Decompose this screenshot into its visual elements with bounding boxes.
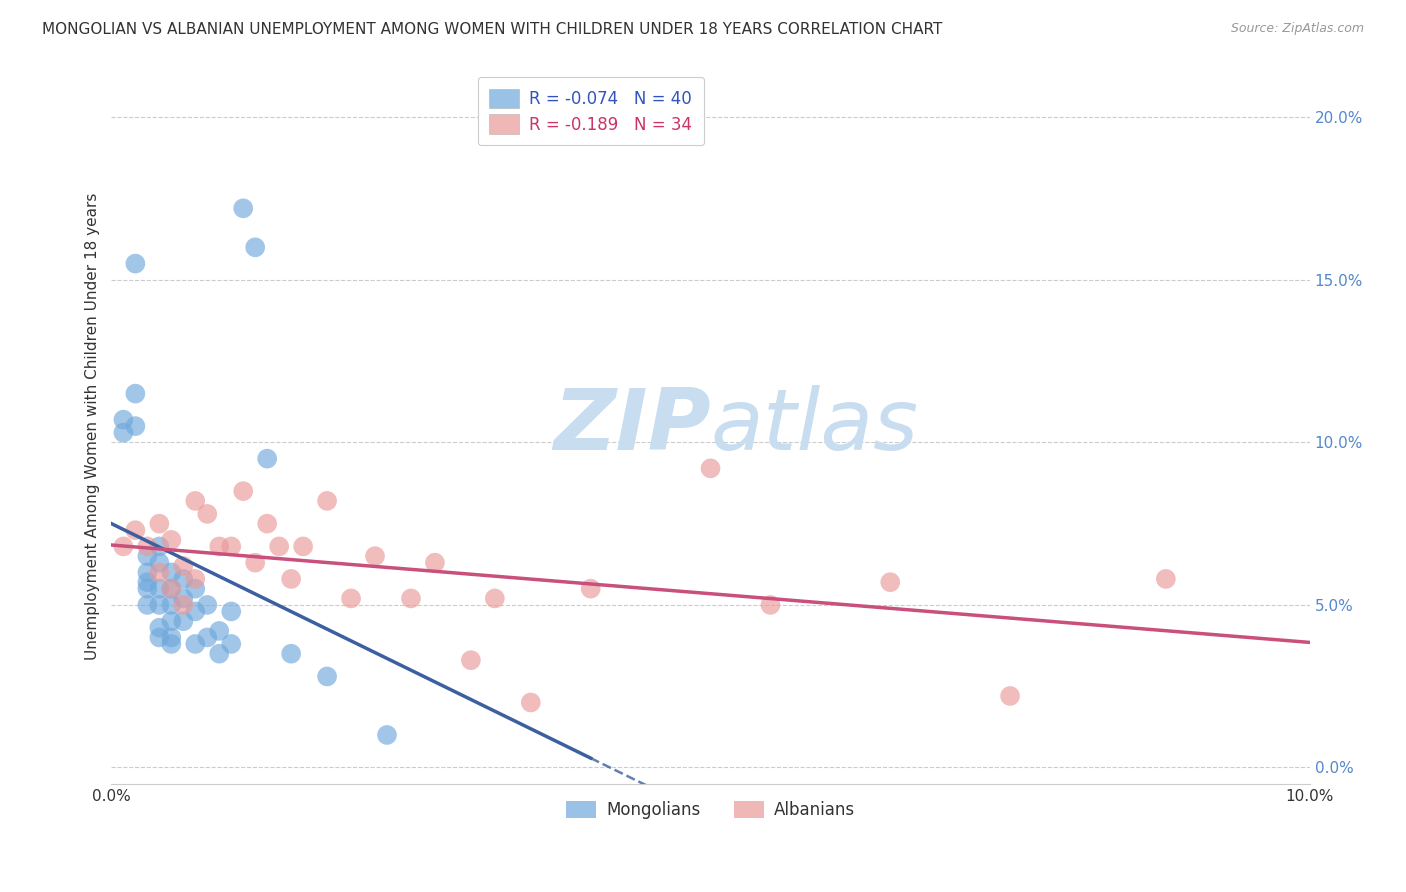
Legend: Mongolians, Albanians: Mongolians, Albanians — [560, 794, 862, 825]
Point — [136, 540, 159, 554]
Point — [195, 631, 218, 645]
Point — [256, 516, 278, 531]
Point — [172, 558, 194, 573]
Point — [219, 637, 242, 651]
Point — [136, 582, 159, 596]
Point — [208, 624, 231, 638]
Point — [160, 582, 183, 596]
Point — [148, 582, 170, 596]
Point — [148, 631, 170, 645]
Point — [148, 598, 170, 612]
Point — [184, 582, 207, 596]
Point — [160, 533, 183, 547]
Point — [136, 598, 159, 612]
Point — [759, 598, 782, 612]
Point — [292, 540, 315, 554]
Point — [136, 575, 159, 590]
Text: atlas: atlas — [710, 384, 918, 467]
Point — [136, 549, 159, 564]
Point — [184, 637, 207, 651]
Text: Source: ZipAtlas.com: Source: ZipAtlas.com — [1230, 22, 1364, 36]
Text: ZIP: ZIP — [553, 384, 710, 467]
Point — [340, 591, 363, 606]
Point — [160, 614, 183, 628]
Point — [195, 507, 218, 521]
Point — [124, 256, 146, 270]
Point — [280, 647, 302, 661]
Point — [112, 425, 135, 440]
Point — [520, 696, 543, 710]
Point — [423, 556, 446, 570]
Point — [245, 556, 267, 570]
Point — [124, 523, 146, 537]
Point — [195, 598, 218, 612]
Point — [699, 461, 721, 475]
Point — [460, 653, 482, 667]
Point — [208, 540, 231, 554]
Point — [160, 598, 183, 612]
Point — [280, 572, 302, 586]
Point — [184, 494, 207, 508]
Point — [160, 637, 183, 651]
Point — [484, 591, 506, 606]
Point — [172, 598, 194, 612]
Point — [148, 540, 170, 554]
Point — [124, 386, 146, 401]
Point — [112, 412, 135, 426]
Point — [184, 604, 207, 618]
Point — [245, 240, 267, 254]
Point — [879, 575, 901, 590]
Point — [172, 591, 194, 606]
Point — [219, 604, 242, 618]
Text: MONGOLIAN VS ALBANIAN UNEMPLOYMENT AMONG WOMEN WITH CHILDREN UNDER 18 YEARS CORR: MONGOLIAN VS ALBANIAN UNEMPLOYMENT AMONG… — [42, 22, 942, 37]
Point — [232, 202, 254, 216]
Point — [160, 631, 183, 645]
Point — [256, 451, 278, 466]
Point — [579, 582, 602, 596]
Point — [316, 669, 339, 683]
Point — [184, 572, 207, 586]
Point — [375, 728, 398, 742]
Point — [124, 419, 146, 434]
Point — [364, 549, 387, 564]
Point — [208, 647, 231, 661]
Point — [160, 582, 183, 596]
Point — [148, 621, 170, 635]
Point — [219, 540, 242, 554]
Point — [269, 540, 291, 554]
Point — [998, 689, 1021, 703]
Point — [160, 566, 183, 580]
Point — [399, 591, 422, 606]
Point — [148, 566, 170, 580]
Point — [148, 556, 170, 570]
Point — [136, 566, 159, 580]
Y-axis label: Unemployment Among Women with Children Under 18 years: Unemployment Among Women with Children U… — [86, 193, 100, 660]
Point — [172, 614, 194, 628]
Point — [112, 540, 135, 554]
Point — [232, 484, 254, 499]
Point — [148, 516, 170, 531]
Point — [316, 494, 339, 508]
Point — [172, 572, 194, 586]
Point — [1154, 572, 1177, 586]
